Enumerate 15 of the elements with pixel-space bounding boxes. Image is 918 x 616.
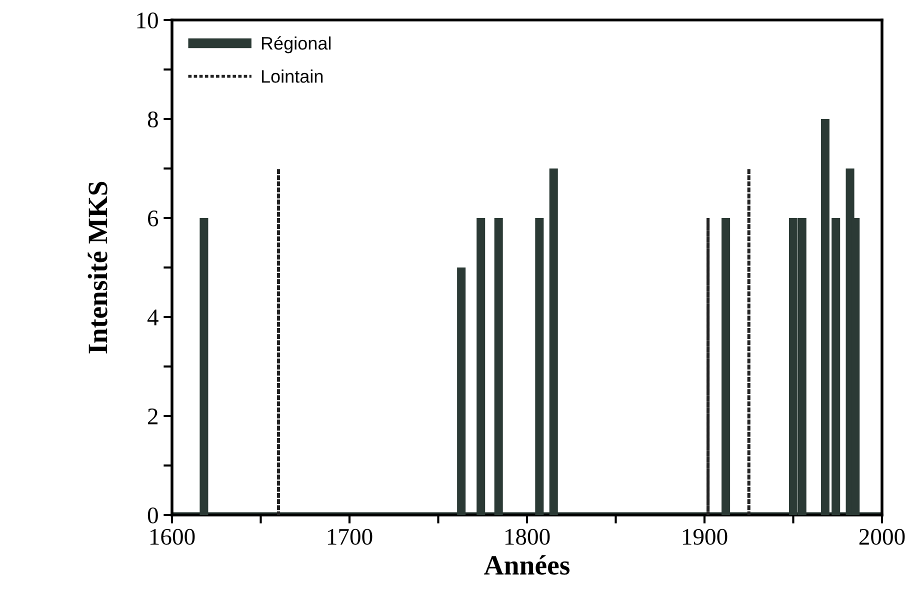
legend-label: Lointain [262, 70, 323, 83]
x-tick-label: 1700 [328, 528, 372, 545]
x-tick-label: 2000 [859, 528, 905, 545]
y-tick-label: 10 [137, 12, 158, 28]
x-tick-label: 1600 [150, 528, 195, 545]
y-axis-title: Intensité MKS [88, 182, 108, 354]
x-tick-label: 1800 [505, 528, 550, 545]
x-tick-label: 1900 [682, 528, 728, 545]
y-tick-label: 6 [148, 210, 158, 226]
x-axis-title: Années [484, 555, 570, 575]
y-tick-label: 0 [148, 507, 158, 524]
y-tick-label: 8 [148, 111, 158, 128]
legend-label: Régional [262, 36, 331, 54]
y-tick-label: 2 [148, 408, 158, 424]
y-tick-label: 4 [147, 310, 158, 326]
